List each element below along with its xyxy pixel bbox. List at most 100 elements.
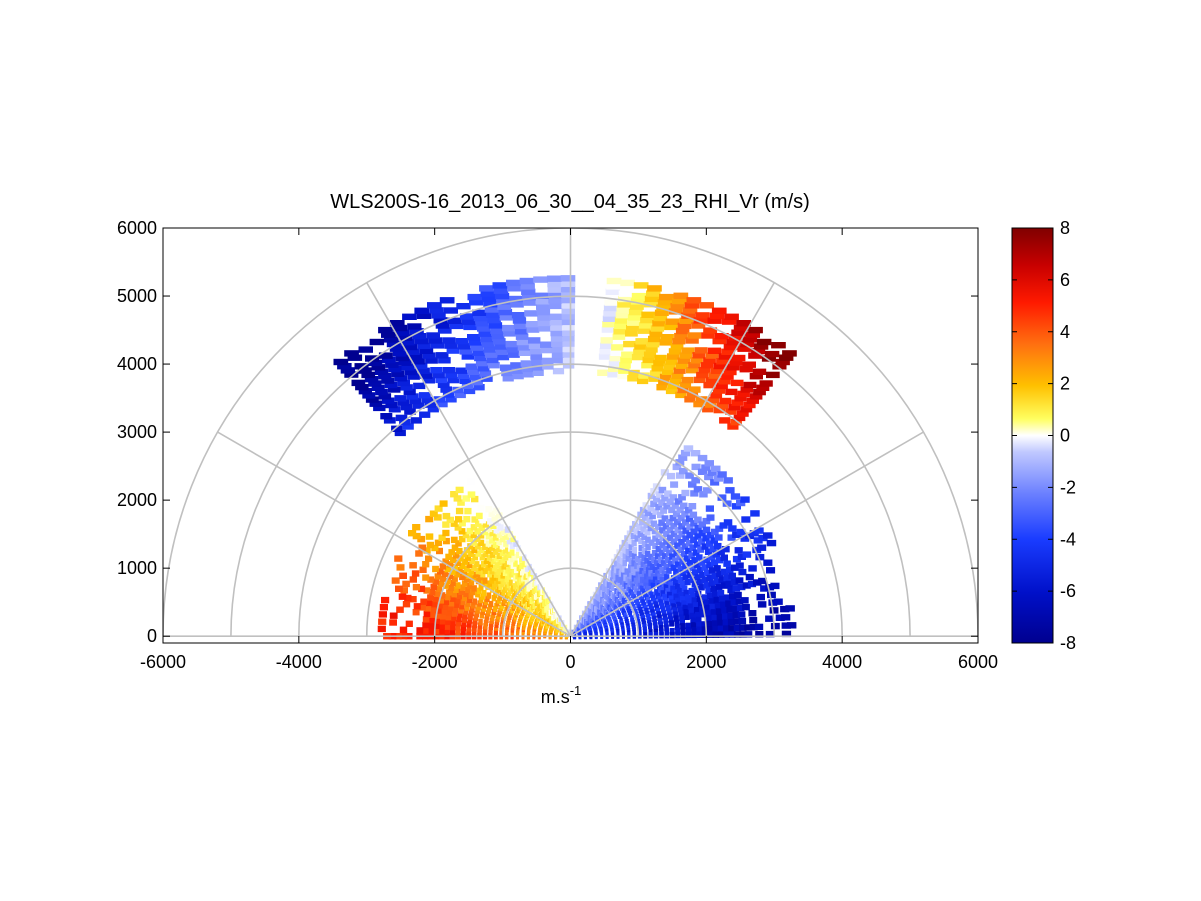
velocity-cell xyxy=(660,560,667,567)
colorbar-tick-label: -4 xyxy=(1060,529,1076,549)
velocity-cell xyxy=(414,307,430,314)
velocity-cell xyxy=(717,631,725,638)
velocity-cell xyxy=(628,308,643,316)
velocity-cell xyxy=(666,604,671,612)
velocity-cell xyxy=(521,294,536,301)
velocity-cell xyxy=(437,327,452,334)
velocity-cell xyxy=(395,414,408,422)
velocity-cell xyxy=(630,566,636,573)
velocity-cell xyxy=(694,611,701,619)
velocity-cell xyxy=(682,574,689,581)
velocity-cell xyxy=(645,550,651,557)
velocity-cell xyxy=(690,528,698,535)
velocity-cell xyxy=(561,324,575,331)
velocity-cell xyxy=(680,449,691,457)
velocity-cell xyxy=(659,373,672,381)
velocity-cell xyxy=(688,608,695,615)
velocity-cell xyxy=(690,357,703,364)
velocity-cell xyxy=(493,338,506,345)
velocity-cell xyxy=(435,607,442,614)
velocity-cell xyxy=(467,334,480,341)
velocity-cell xyxy=(723,560,731,567)
velocity-cell xyxy=(434,539,442,546)
velocity-cell xyxy=(711,572,719,580)
velocity-cell xyxy=(702,517,711,525)
velocity-cell xyxy=(672,297,687,305)
velocity-cell xyxy=(337,363,352,370)
velocity-cell xyxy=(471,546,478,554)
velocity-cell xyxy=(406,393,419,400)
velocity-cell xyxy=(551,346,564,353)
velocity-cell xyxy=(467,491,476,498)
velocity-cell xyxy=(655,523,662,531)
velocity-cell xyxy=(373,404,386,412)
velocity-cell xyxy=(694,347,708,354)
velocity-cell xyxy=(466,621,472,628)
velocity-cell xyxy=(636,565,642,572)
velocity-cell xyxy=(503,330,516,337)
velocity-cell xyxy=(723,625,730,632)
velocity-cell xyxy=(429,611,436,618)
velocity-cell xyxy=(707,631,714,638)
velocity-cell xyxy=(561,296,576,304)
velocity-cell xyxy=(727,612,735,620)
velocity-cell xyxy=(683,589,690,597)
velocity-cell xyxy=(459,603,465,610)
velocity-cell xyxy=(695,554,703,561)
velocity-cell xyxy=(704,548,713,555)
velocity-cell xyxy=(525,571,530,579)
colorbar-gradient xyxy=(1011,227,1054,644)
velocity-cell xyxy=(693,486,703,493)
velocity-cell xyxy=(357,367,372,374)
velocity-cell xyxy=(616,582,620,589)
velocity-cell xyxy=(521,554,527,561)
velocity-cell xyxy=(461,620,467,627)
velocity-cell xyxy=(430,583,438,591)
velocity-cell xyxy=(707,347,722,354)
velocity-cell xyxy=(715,584,723,591)
velocity-cell xyxy=(703,582,710,589)
velocity-cell xyxy=(659,534,666,542)
velocity-cell xyxy=(607,575,612,583)
velocity-cell xyxy=(625,548,631,556)
x-tick-label: -4000 xyxy=(276,652,322,672)
velocity-cell xyxy=(706,531,715,539)
velocity-cell xyxy=(780,605,790,613)
velocity-cell xyxy=(455,540,462,547)
velocity-cell xyxy=(515,333,529,340)
velocity-cell xyxy=(417,535,426,543)
velocity-cell xyxy=(515,551,521,559)
velocity-cell xyxy=(698,584,705,591)
velocity-cell xyxy=(551,351,564,358)
velocity-cell xyxy=(608,583,613,590)
velocity-cell xyxy=(694,533,702,540)
velocity-cell xyxy=(381,596,390,604)
velocity-cell xyxy=(400,384,413,391)
velocity-cell xyxy=(718,353,732,360)
velocity-cell xyxy=(681,511,689,518)
velocity-cell xyxy=(626,324,639,332)
velocity-cell xyxy=(667,353,680,360)
velocity-cell xyxy=(447,604,453,612)
velocity-cell xyxy=(655,570,661,577)
velocity-cell xyxy=(452,605,459,613)
velocity-cell xyxy=(710,528,719,536)
velocity-cell xyxy=(485,540,492,547)
velocity-cell xyxy=(410,417,422,424)
velocity-cell xyxy=(435,352,449,359)
colorbar-tick-label: -2 xyxy=(1060,477,1076,497)
velocity-cell xyxy=(431,342,445,349)
velocity-cell xyxy=(660,334,674,341)
velocity-cell xyxy=(630,532,637,540)
velocity-cell xyxy=(486,311,500,318)
velocity-cell xyxy=(633,348,646,355)
velocity-cell xyxy=(669,599,675,606)
velocity-cell xyxy=(664,601,670,608)
velocity-cell xyxy=(686,598,693,606)
velocity-cell xyxy=(728,625,736,632)
velocity-cell xyxy=(647,285,662,292)
velocity-cell xyxy=(688,503,697,510)
velocity-cell xyxy=(518,584,523,592)
velocity-cell xyxy=(723,368,737,376)
velocity-cell xyxy=(439,592,446,599)
